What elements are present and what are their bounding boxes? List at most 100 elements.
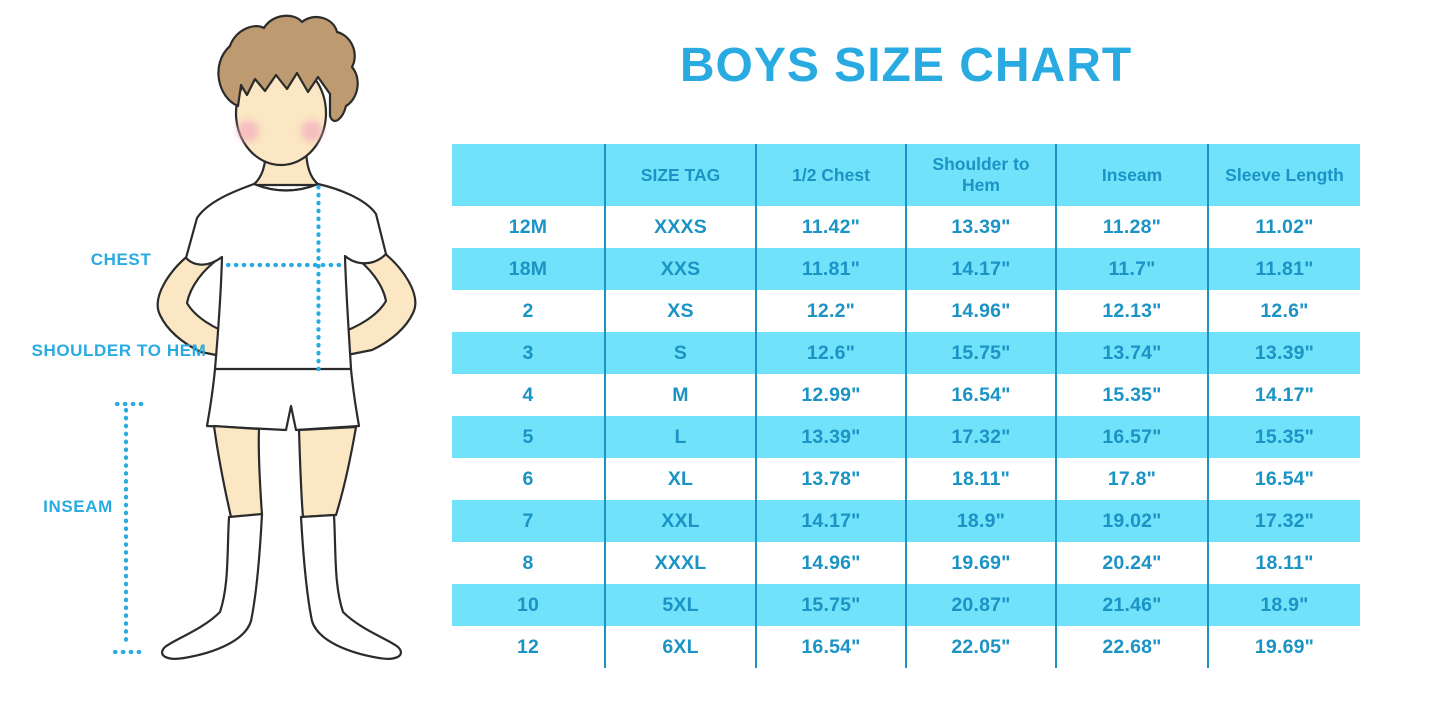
value-cell: 14.96": [755, 542, 906, 584]
value-cell: L: [604, 416, 756, 458]
value-cell: 19.69": [1207, 626, 1360, 668]
value-cell: 20.87": [905, 584, 1056, 626]
value-cell: 11.02": [1207, 206, 1360, 248]
value-cell: 16.57": [1055, 416, 1208, 458]
table-row: 18M XXS 11.81" 14.17" 11.7" 11.81": [452, 248, 1360, 290]
value-cell: 17.8": [1055, 458, 1208, 500]
value-cell: 15.35": [1207, 416, 1360, 458]
header-cell: [452, 144, 605, 206]
table-row: 3 S 12.6" 15.75" 13.74" 13.39": [452, 332, 1360, 374]
value-cell: XXS: [604, 248, 756, 290]
value-cell: 18.9": [905, 500, 1056, 542]
value-cell: 17.32": [905, 416, 1056, 458]
value-cell: 15.75": [905, 332, 1056, 374]
header-cell: Shoulder to Hem: [905, 144, 1056, 206]
value-cell: 16.54": [905, 374, 1056, 416]
boy-left-cheek: [237, 120, 259, 142]
header-cell: SIZE TAG: [604, 144, 756, 206]
value-cell: 11.81": [1207, 248, 1360, 290]
value-cell: 6XL: [604, 626, 756, 668]
size-cell: 18M: [452, 248, 605, 290]
value-cell: XXL: [604, 500, 756, 542]
value-cell: 18.11": [1207, 542, 1360, 584]
table-row: 10 5XL 15.75" 20.87" 21.46" 18.9": [452, 584, 1360, 626]
boy-shorts: [205, 367, 361, 432]
value-cell: XS: [604, 290, 756, 332]
boy-figure: [156, 14, 417, 660]
value-cell: 13.39": [755, 416, 906, 458]
table-row: 6 XL 13.78" 18.11" 17.8" 16.54": [452, 458, 1360, 500]
header-cell: 1/2 Chest: [755, 144, 906, 206]
value-cell: 12.2": [755, 290, 906, 332]
boy-right-sock: [299, 513, 402, 660]
inseam-dotted-line: [112, 401, 146, 655]
table-row: 5 L 13.39" 17.32" 16.57" 15.35": [452, 416, 1360, 458]
value-cell: 22.05": [905, 626, 1056, 668]
value-cell: 13.39": [905, 206, 1056, 248]
boy-measurement-illustration: [112, 14, 417, 660]
value-cell: 13.39": [1207, 332, 1360, 374]
value-cell: 12.6": [1207, 290, 1360, 332]
table-row: 12M XXXS 11.42" 13.39" 11.28" 11.02": [452, 206, 1360, 248]
value-cell: 11.42": [755, 206, 906, 248]
value-cell: 16.54": [1207, 458, 1360, 500]
value-cell: 14.96": [905, 290, 1056, 332]
table-body: 12M XXXS 11.42" 13.39" 11.28" 11.02" 18M XXS 11.…: [452, 206, 1360, 668]
boy-right-cheek: [301, 120, 323, 142]
table-row: 4 M 12.99" 16.54" 15.35" 14.17": [452, 374, 1360, 416]
size-cell: 10: [452, 584, 605, 626]
value-cell: 16.54": [755, 626, 906, 668]
boy-left-leg: [212, 424, 264, 519]
value-cell: 19.69": [905, 542, 1056, 584]
value-cell: 15.35": [1055, 374, 1208, 416]
value-cell: 19.02": [1055, 500, 1208, 542]
table-row: 2 XS 12.2" 14.96" 12.13" 12.6": [452, 290, 1360, 332]
size-cell: 5: [452, 416, 605, 458]
header-cell: Sleeve Length: [1207, 144, 1360, 206]
value-cell: 20.24": [1055, 542, 1208, 584]
value-cell: 12.6": [755, 332, 906, 374]
value-cell: 12.13": [1055, 290, 1208, 332]
value-cell: 14.17": [755, 500, 906, 542]
size-cell: 2: [522, 299, 534, 322]
value-cell: XXXS: [604, 206, 756, 248]
chest-label: CHEST: [90, 250, 152, 269]
size-cell: 7: [452, 500, 605, 542]
table-header: SIZE TAG 1/2 Chest Shoulder to Hem Inseam Sl…: [452, 144, 1360, 206]
value-cell: 14.17": [1207, 374, 1360, 416]
size-cell: 8: [522, 551, 534, 574]
size-cell: 6: [522, 467, 534, 490]
value-cell: XXXL: [604, 542, 756, 584]
header-cell: Inseam: [1055, 144, 1208, 206]
header-row: SIZE TAG 1/2 Chest Shoulder to Hem Inseam Sl…: [452, 144, 1360, 206]
boy-right-leg: [297, 425, 358, 519]
size-cell: 3: [452, 332, 605, 374]
value-cell: M: [604, 374, 756, 416]
value-cell: 11.7": [1055, 248, 1208, 290]
size-cell: 4: [522, 383, 534, 406]
table-row: 8 XXXL 14.96" 19.69" 20.24" 18.11": [452, 542, 1360, 584]
value-cell: 17.32": [1207, 500, 1360, 542]
boy-hair: [217, 14, 359, 122]
table-row: 12 6XL 16.54" 22.05" 22.68" 19.69": [452, 626, 1360, 668]
value-cell: 11.81": [755, 248, 906, 290]
value-cell: 22.68": [1055, 626, 1208, 668]
page-title: BOYS SIZE CHART: [679, 39, 1133, 92]
table-row: 7 XXL 14.17" 18.9" 19.02" 17.32": [452, 500, 1360, 542]
value-cell: XL: [604, 458, 756, 500]
value-cell: 18.11": [905, 458, 1056, 500]
boy-left-sock: [161, 512, 264, 660]
value-cell: 18.9": [1207, 584, 1360, 626]
value-cell: 15.75": [755, 584, 906, 626]
value-cell: 13.74": [1055, 332, 1208, 374]
value-cell: 14.17": [905, 248, 1056, 290]
value-cell: 12.99": [755, 374, 906, 416]
size-cell: 12M: [508, 215, 548, 238]
value-cell: 11.28": [1055, 206, 1208, 248]
inseam-label: INSEAM: [43, 497, 113, 516]
value-cell: S: [604, 332, 756, 374]
value-cell: 21.46": [1055, 584, 1208, 626]
size-cell: 12: [516, 635, 540, 658]
shoulder-to-hem-label: SHOULDER TO HEM: [31, 341, 207, 360]
